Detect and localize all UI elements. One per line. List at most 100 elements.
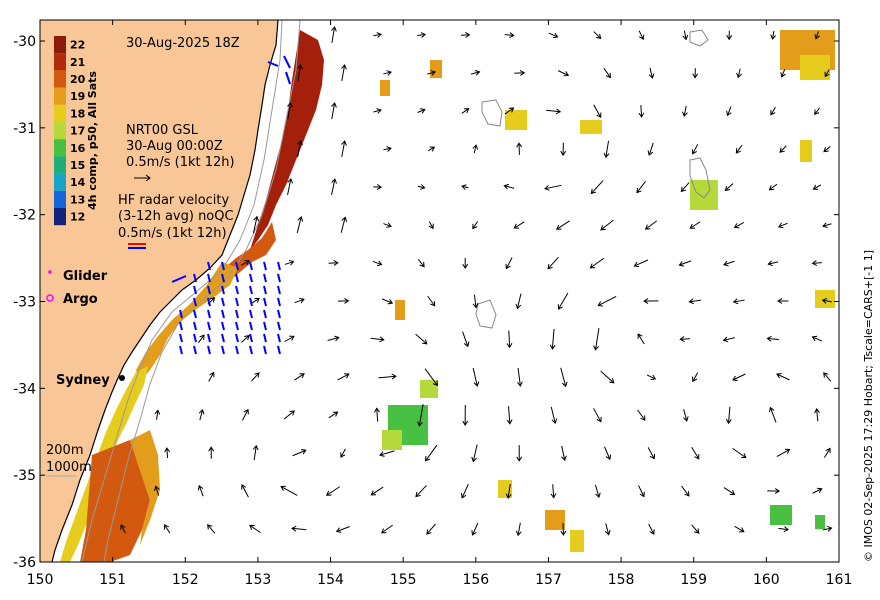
current-arrow: [471, 444, 478, 463]
current-arrow: [297, 140, 303, 158]
sst-south-warm: [80, 440, 150, 562]
hf-radar-arrow: [221, 321, 225, 331]
current-arrow: [589, 257, 605, 269]
current-arrow: [341, 140, 347, 158]
colorbar-swatch: [54, 156, 66, 174]
hf-radar-arrow: [207, 321, 211, 331]
current-arrow: [337, 298, 350, 304]
hf-radar-arrow: [221, 285, 225, 295]
current-arrow: [593, 328, 600, 351]
current-arrow: [637, 409, 646, 421]
x-tick-label: 153: [245, 572, 272, 588]
colorbar-tick-label: 15: [70, 159, 85, 172]
current-arrow: [638, 30, 645, 41]
colorbar-tick-label: 16: [70, 142, 86, 155]
current-arrow: [822, 222, 832, 228]
hf-radar-arrow: [249, 321, 253, 331]
hf-radar-arrow: [263, 261, 267, 271]
current-arrow: [550, 484, 557, 499]
colorbar-swatch: [54, 87, 66, 105]
current-arrow: [341, 64, 347, 82]
current-arrow: [470, 70, 481, 76]
hf-radar-arrow: [263, 273, 267, 283]
current-arrow: [814, 107, 821, 115]
current-arrow: [555, 220, 570, 230]
current-arrow: [722, 336, 735, 343]
current-arrow: [331, 102, 337, 120]
hf-radar-arrow: [221, 261, 225, 271]
current-arrow: [251, 372, 260, 382]
lord-howe-contour: [689, 157, 711, 199]
current-arrow: [770, 30, 777, 40]
current-arrow: [154, 409, 161, 420]
current-arrow: [198, 408, 205, 421]
colorbar-tick-label: 20: [70, 73, 86, 86]
current-arrow: [461, 108, 470, 114]
sst-patch: [505, 110, 527, 130]
sst-patch: [570, 530, 584, 552]
current-arrow: [515, 522, 522, 537]
current-arrow: [557, 292, 569, 310]
current-arrow: [417, 32, 427, 38]
hf-radar-arrow: [193, 345, 197, 355]
x-tick-label: 157: [535, 572, 562, 588]
current-arrow: [726, 106, 732, 117]
current-arrow: [425, 444, 438, 462]
hf-radar-arrow: [263, 309, 267, 319]
hf-radar-arrow: [221, 309, 225, 319]
sst-patch: [382, 430, 402, 450]
colorbar-tick-label: 17: [70, 125, 85, 138]
current-arrow: [812, 487, 823, 494]
current-arrow: [252, 444, 259, 461]
current-arrow: [679, 336, 691, 343]
colorbar-tick-label: 22: [70, 39, 85, 52]
colorbar-label: 4h comp, p50, All Sats: [86, 71, 99, 210]
current-arrow: [814, 31, 820, 40]
current-arrow: [779, 145, 787, 153]
sst-patch: [770, 505, 792, 525]
current-arrow: [335, 526, 350, 533]
current-arrow: [732, 298, 745, 305]
current-arrow: [638, 105, 645, 118]
current-arrow: [461, 184, 469, 190]
current-arrow: [504, 32, 515, 38]
x-tick-label: 159: [680, 572, 707, 588]
current-arrow: [732, 447, 747, 459]
hf-legend-line2: (3-12h avg) noQC: [118, 209, 234, 224]
sst-colorbar: 22 21 20 19 18 17 16 15 14 13 12: [54, 36, 86, 226]
colorbar-tick-label: 12: [70, 211, 85, 224]
current-arrow: [560, 367, 568, 388]
hf-scale-arrows: [128, 243, 146, 249]
current-arrow: [778, 526, 790, 533]
current-arrow: [768, 183, 778, 191]
current-arrow: [280, 485, 298, 496]
current-arrow: [427, 146, 436, 152]
hf-radar-arrow: [193, 333, 197, 343]
hf-radar-arrow: [263, 321, 267, 331]
current-arrow: [505, 257, 513, 270]
current-arrow: [197, 334, 205, 344]
colorbar-swatch: [54, 104, 66, 122]
current-arrow: [767, 260, 779, 267]
current-arrow: [379, 450, 395, 457]
current-arrow: [208, 371, 215, 382]
colorbar-swatch: [54, 139, 66, 157]
current-arrow: [417, 259, 425, 268]
current-arrow: [370, 486, 384, 496]
current-arrow: [164, 447, 171, 459]
hf-radar-arrow: [193, 285, 197, 295]
current-arrow: [372, 260, 383, 267]
current-arrow: [638, 485, 645, 498]
current-arrow: [284, 335, 295, 343]
colorbar-swatch: [54, 208, 66, 226]
current-arrow: [383, 222, 392, 228]
y-tick-label: -31: [13, 121, 36, 137]
current-arrow: [726, 30, 733, 41]
hf-radar-arrow: [193, 321, 197, 331]
current-arrow: [462, 331, 470, 348]
x-tick-label: 150: [27, 572, 54, 588]
current-arrow: [297, 64, 303, 82]
sst-south-orange: [130, 430, 160, 545]
current-arrow: [691, 446, 700, 460]
